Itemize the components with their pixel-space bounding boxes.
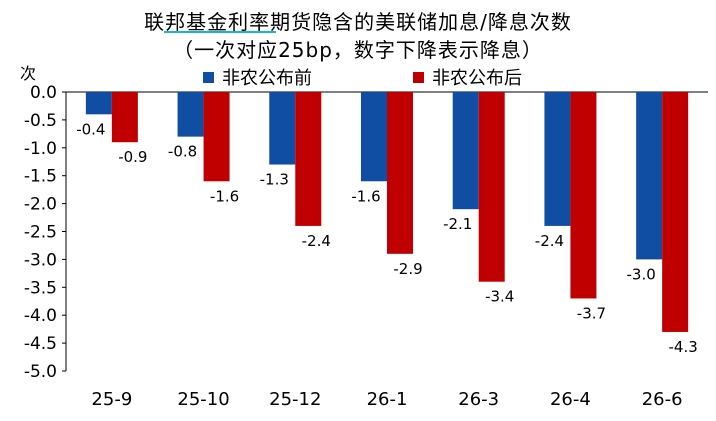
legend-swatch-before bbox=[203, 72, 214, 83]
bar-after bbox=[295, 92, 322, 226]
x-tick-label: 26-1 bbox=[367, 389, 408, 410]
data-label-after: -2.4 bbox=[302, 232, 331, 250]
y-tick-label: -2.5 bbox=[24, 223, 57, 243]
legend-label-before: 非农公布前 bbox=[222, 68, 312, 89]
bar-before bbox=[177, 92, 204, 137]
bar-before bbox=[452, 92, 479, 210]
data-label-after: -0.9 bbox=[118, 148, 147, 166]
legend-item-before: 非农公布前 bbox=[203, 64, 312, 90]
data-label-before: -1.6 bbox=[351, 187, 380, 205]
bar-after bbox=[478, 92, 505, 282]
data-label-before: -0.4 bbox=[76, 120, 105, 138]
y-tick-label: -4.0 bbox=[24, 306, 57, 326]
data-label-after: -4.3 bbox=[669, 338, 698, 356]
y-tick-label: -0.5 bbox=[24, 111, 57, 131]
data-label-after: -3.7 bbox=[577, 304, 606, 322]
legend: 非农公布前 非农公布后 bbox=[203, 64, 643, 89]
bar-before bbox=[85, 92, 112, 115]
bar-after bbox=[570, 92, 597, 299]
y-tick-label: -5.0 bbox=[24, 362, 57, 382]
bar-before bbox=[269, 92, 296, 165]
data-label-before: -2.1 bbox=[443, 215, 472, 233]
y-tick-label: -3.0 bbox=[24, 250, 57, 270]
data-label-after: -1.6 bbox=[210, 187, 239, 205]
x-tick-label: 26-3 bbox=[458, 389, 499, 410]
x-tick-label: 25-9 bbox=[91, 389, 132, 410]
y-axis-label: 次 bbox=[20, 64, 37, 83]
y-tick-label: -2.0 bbox=[24, 195, 57, 215]
x-tick-label: 25-10 bbox=[177, 389, 229, 410]
bar-before bbox=[544, 92, 571, 226]
chart-title: 联邦基金利率期货隐含的美联储加息/降息次数 bbox=[144, 10, 572, 34]
bar-after bbox=[662, 92, 689, 332]
bar-after bbox=[203, 92, 230, 182]
bar-before bbox=[361, 92, 387, 182]
legend-item-after: 非农公布后 bbox=[413, 64, 522, 90]
x-tick-label: 25-12 bbox=[269, 389, 321, 410]
data-label-after: -2.9 bbox=[393, 260, 422, 278]
data-label-before: -1.3 bbox=[260, 171, 289, 189]
data-label-after: -3.4 bbox=[485, 288, 514, 306]
bar-after bbox=[387, 92, 413, 254]
chart-subtitle: （一次对应25bp，数字下降表示降息） bbox=[173, 38, 543, 62]
y-tick-label: -3.5 bbox=[24, 278, 57, 298]
legend-swatch-after bbox=[413, 72, 424, 83]
y-tick-label: 0.0 bbox=[30, 83, 57, 103]
title-underline bbox=[164, 31, 276, 33]
data-label-before: -3.0 bbox=[627, 265, 656, 283]
x-tick-label: 26-6 bbox=[642, 389, 683, 410]
x-tick-label: 26-4 bbox=[550, 389, 591, 410]
data-label-before: -2.4 bbox=[535, 232, 564, 250]
legend-label-after: 非农公布后 bbox=[432, 68, 522, 89]
y-tick-label: -4.5 bbox=[24, 334, 57, 354]
y-tick-label: -1.5 bbox=[24, 167, 57, 187]
data-label-before: -0.8 bbox=[168, 143, 197, 161]
bar-after bbox=[111, 92, 138, 143]
bar-before bbox=[636, 92, 663, 260]
y-tick-label: -1.0 bbox=[24, 139, 57, 159]
